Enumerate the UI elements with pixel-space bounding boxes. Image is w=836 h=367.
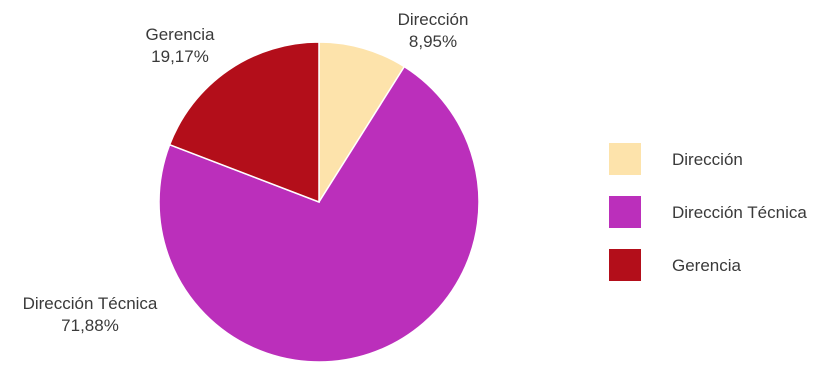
legend-swatch xyxy=(609,249,641,281)
slice-value-label: 8,95% xyxy=(409,32,457,51)
slice-label-name: Dirección xyxy=(398,10,469,29)
legend-label: Gerencia xyxy=(672,256,742,275)
legend-item: Dirección xyxy=(609,143,743,175)
pie-slice-gerencia xyxy=(168,41,320,204)
pie-slices xyxy=(158,41,480,363)
legend-swatch xyxy=(609,143,641,175)
pie-slice-direcci-n-t-cnica xyxy=(158,65,480,363)
legend-label: Dirección Técnica xyxy=(672,203,807,222)
legend: Dirección Dirección Técnica Gerencia xyxy=(609,143,807,281)
slice-value-label: 19,17% xyxy=(151,47,209,66)
slice-label-name: Dirección Técnica xyxy=(23,294,158,313)
legend-swatch xyxy=(609,196,641,228)
legend-item: Dirección Técnica xyxy=(609,196,807,228)
slice-label-name: Gerencia xyxy=(146,25,216,44)
legend-item: Gerencia xyxy=(609,249,742,281)
pie-slice-labels: Dirección 8,95% Dirección Técnica 71,88% Ger… xyxy=(23,10,469,335)
legend-label: Dirección xyxy=(672,150,743,169)
slice-value-label: 71,88% xyxy=(61,316,119,335)
pie-slice-direcci-n xyxy=(318,41,406,205)
